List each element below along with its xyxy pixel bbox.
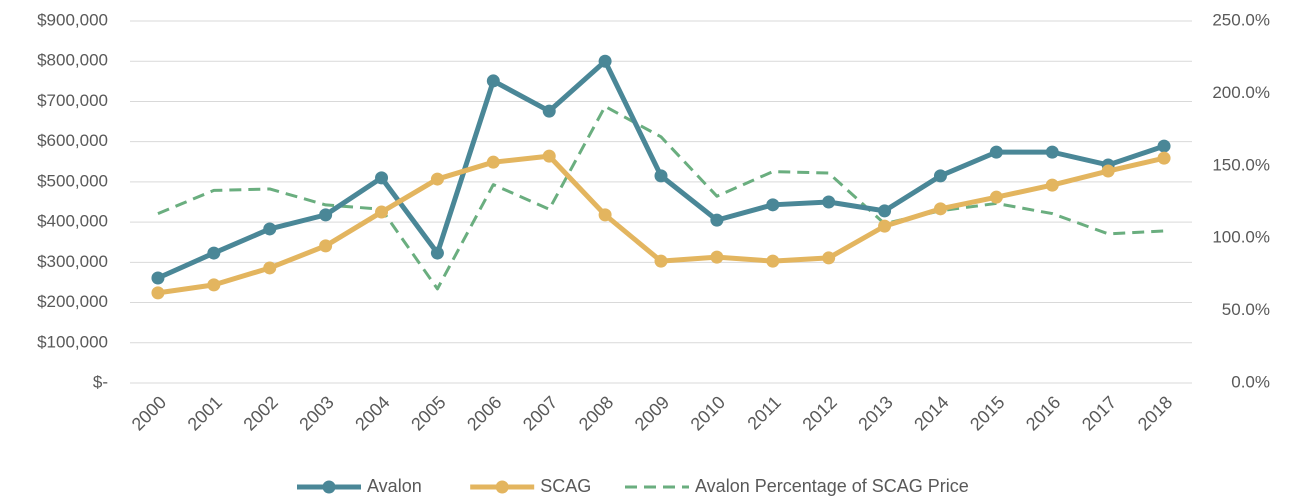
series-marker — [375, 205, 389, 219]
series-marker — [598, 208, 612, 222]
series-marker — [989, 190, 1003, 204]
series-marker — [710, 250, 724, 264]
x-tick-label: 2016 — [1022, 392, 1064, 434]
series-marker — [1045, 145, 1059, 159]
y-tick-label: $300,000 — [37, 252, 108, 271]
y-tick-label: $100,000 — [37, 332, 108, 351]
series-marker — [207, 246, 221, 260]
y-tick-label: $- — [93, 372, 108, 391]
x-tick-label: 2015 — [966, 392, 1008, 434]
series-marker — [1045, 178, 1059, 192]
series-marker — [1157, 139, 1171, 153]
x-tick-label: 2002 — [239, 392, 281, 434]
x-tick-label: 2004 — [351, 392, 393, 434]
series-marker — [878, 219, 892, 233]
legend-label: SCAG — [540, 476, 591, 496]
series-marker — [1101, 164, 1115, 178]
x-tick-label: 2000 — [128, 392, 170, 434]
series-marker — [263, 222, 277, 236]
legend-label: Avalon Percentage of SCAG Price — [695, 476, 969, 496]
y2-tick-label: 250.0% — [1212, 10, 1270, 29]
series-marker — [319, 208, 333, 222]
y-tick-label: $200,000 — [37, 292, 108, 311]
x-tick-label: 2013 — [854, 392, 896, 434]
x-tick-label: 2012 — [798, 392, 840, 434]
legend-marker — [495, 480, 509, 494]
series-marker — [710, 213, 724, 227]
series-marker — [654, 254, 668, 268]
series-marker — [207, 278, 221, 292]
x-tick-label: 2014 — [910, 392, 952, 434]
series-marker — [654, 169, 668, 183]
series-marker — [151, 286, 165, 300]
series-marker — [375, 171, 389, 185]
y-tick-label: $800,000 — [37, 51, 108, 70]
series-marker — [822, 251, 836, 265]
x-tick-label: 2007 — [519, 392, 561, 434]
x-tick-label: 2006 — [463, 392, 505, 434]
y2-tick-label: 100.0% — [1212, 228, 1270, 247]
x-tick-label: 2005 — [407, 392, 449, 434]
x-tick-label: 2009 — [631, 392, 673, 434]
series-marker — [766, 198, 780, 212]
series-marker — [542, 149, 556, 163]
series-marker — [878, 204, 892, 218]
series-marker — [319, 239, 333, 253]
series-marker — [933, 169, 947, 183]
series-marker — [263, 261, 277, 275]
x-tick-label: 2011 — [743, 392, 785, 434]
y-tick-label: $700,000 — [37, 91, 108, 110]
series-marker — [151, 271, 165, 285]
series-marker — [430, 246, 444, 260]
legend-label: Avalon — [367, 476, 422, 496]
y2-tick-label: 50.0% — [1222, 300, 1270, 319]
series-marker — [542, 104, 556, 118]
series-marker — [933, 202, 947, 216]
series-marker — [430, 172, 444, 186]
series-marker — [766, 254, 780, 268]
y2-tick-label: 0.0% — [1231, 372, 1270, 391]
x-tick-label: 2003 — [295, 392, 337, 434]
y-tick-label: $400,000 — [37, 212, 108, 231]
legend-marker — [322, 480, 336, 494]
series-marker — [822, 195, 836, 209]
x-tick-label: 2008 — [575, 392, 617, 434]
x-tick-label: 2018 — [1134, 392, 1176, 434]
series-marker — [486, 155, 500, 169]
y2-tick-label: 150.0% — [1212, 155, 1270, 174]
series-marker — [598, 54, 612, 68]
y-tick-label: $500,000 — [37, 171, 108, 190]
y-tick-label: $600,000 — [37, 131, 108, 150]
x-tick-label: 2001 — [184, 392, 226, 434]
x-tick-label: 2017 — [1078, 392, 1120, 434]
series-marker — [486, 74, 500, 88]
series-marker — [989, 145, 1003, 159]
y-tick-label: $900,000 — [37, 10, 108, 29]
series-marker — [1157, 151, 1171, 165]
x-tick-label: 2010 — [687, 392, 729, 434]
y2-tick-label: 200.0% — [1212, 83, 1270, 102]
